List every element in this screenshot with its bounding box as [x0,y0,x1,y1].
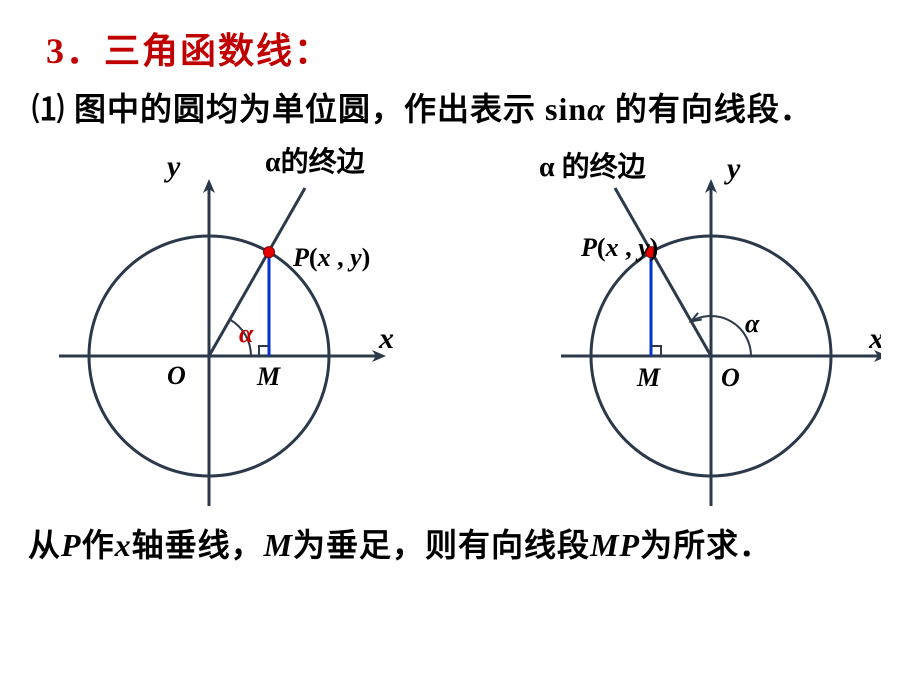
diagram-row: α的终边 y x O M P(x , y) α α 的终边 y x O M P(x , y) α [28,136,892,521]
svg-text:α: α [745,309,760,338]
diagram-1: α的终边 y x O M P(x , y) α [39,136,419,521]
svg-text:y: y [164,150,181,183]
svg-text:α: α [239,319,254,348]
bt-4: 为垂足，则有向线段 [293,527,590,563]
bt-3: 轴垂线， [132,527,264,563]
bt-P: P [61,527,82,563]
svg-text:M: M [256,362,281,391]
svg-text:α的终边: α的终边 [265,145,366,178]
subtitle-p1: ⑴ 图中的圆均为单位圆，作出表示 sin [32,91,587,127]
unit-circle-svg-1: α的终边 y x O M P(x , y) α [39,136,419,516]
bt-MP: MP [590,527,640,563]
bt-M: M [264,527,293,563]
section-title: 3．三角函数线： [46,22,892,74]
diagram-2: α 的终边 y x O M P(x , y) α [461,136,881,521]
svg-text:x: x [378,322,394,355]
svg-text:M: M [636,363,661,392]
svg-text:P(x , y): P(x , y) [580,233,658,262]
subtitle-p2: 的有向线段． [606,91,813,127]
svg-text:P(x , y): P(x , y) [292,243,370,272]
svg-text:α 的终边: α 的终边 [539,150,647,183]
bt-1: 从 [28,527,61,563]
problem-statement: ⑴ 图中的圆均为单位圆，作出表示 sinα 的有向线段． [32,86,892,132]
unit-circle-svg-2: α 的终边 y x O M P(x , y) α [461,136,881,516]
slide-root: 3．三角函数线： ⑴ 图中的圆均为单位圆，作出表示 sinα 的有向线段． α的… [0,0,920,690]
subtitle-alpha: α [587,91,606,127]
svg-text:O: O [167,361,186,390]
bt-5: 为所求． [640,527,772,563]
bt-x: x [115,527,132,563]
svg-text:y: y [724,152,741,185]
conclusion-text: 从P作x轴垂线，M为垂足，则有向线段MP为所求． [28,523,892,568]
svg-text:O: O [721,363,740,392]
bt-2: 作 [82,527,115,563]
svg-text:x: x [868,322,881,355]
